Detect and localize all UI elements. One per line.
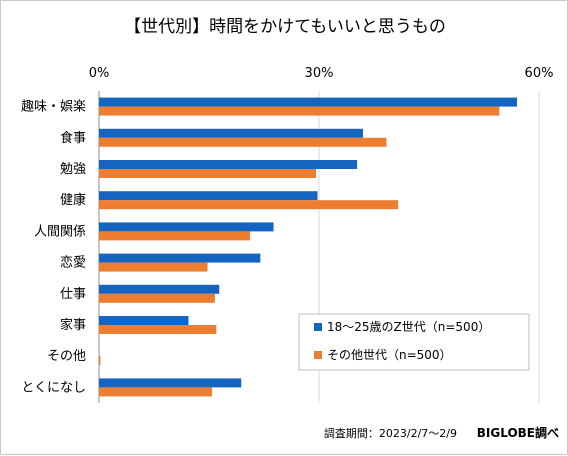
bar-other-generations [99, 325, 217, 334]
category-label: 家事 [60, 317, 86, 333]
bar-z-generation [99, 253, 261, 263]
category-label: 人間関係 [34, 224, 86, 239]
survey-period: 調査期間：2023/2/7～2/9 [324, 426, 457, 440]
bars [99, 97, 517, 397]
tick-label: 60% [525, 66, 554, 81]
bar-z-generation [99, 316, 189, 325]
bar-other-generations [99, 231, 251, 241]
bar-other-generations [99, 356, 101, 366]
legend-label-z-generation: 18～25歳のZ世代（n=500） [327, 320, 490, 334]
category-label: 仕事 [60, 287, 86, 302]
tick-label: 0% [89, 66, 110, 81]
bar-z-generation [99, 222, 274, 232]
bar-other-generations [99, 106, 500, 116]
bar-z-generation [99, 128, 363, 138]
bar-other-generations [99, 169, 317, 178]
category-label: 勉強 [60, 162, 86, 177]
chart-title: 【世代別】時間をかけてもいいと思うもの [124, 17, 446, 37]
bar-z-generation [99, 284, 220, 294]
bar-other-generations [99, 387, 212, 397]
tick-label: 30% [305, 66, 334, 81]
legend-box [298, 313, 530, 371]
bar-other-generations [99, 137, 387, 147]
legend-label-other-generations: その他世代（n=500） [327, 348, 452, 362]
legend-swatch-z-generation [314, 323, 322, 331]
category-label: 食事 [60, 130, 86, 146]
category-label: 恋愛 [60, 255, 86, 271]
category-label: その他 [47, 349, 86, 364]
tick-labels: 0% 30% 60% [89, 66, 554, 81]
bar-other-generations [99, 200, 399, 210]
category-label: 趣味・娯楽 [21, 99, 86, 115]
legend-swatch-other-generations [314, 351, 322, 359]
source-brand: BIGLOBE調べ [477, 425, 559, 440]
category-label: とくになし [21, 380, 86, 395]
bar-other-generations [99, 293, 215, 303]
bar-z-generation [99, 160, 358, 169]
legend: 18～25歳のZ世代（n=500） その他世代（n=500） [298, 313, 530, 371]
bar-z-generation [99, 97, 517, 107]
bar-other-generations [99, 262, 208, 272]
bar-z-generation [99, 191, 318, 201]
category-label: 健康 [60, 192, 86, 208]
bar-z-generation [99, 378, 242, 388]
